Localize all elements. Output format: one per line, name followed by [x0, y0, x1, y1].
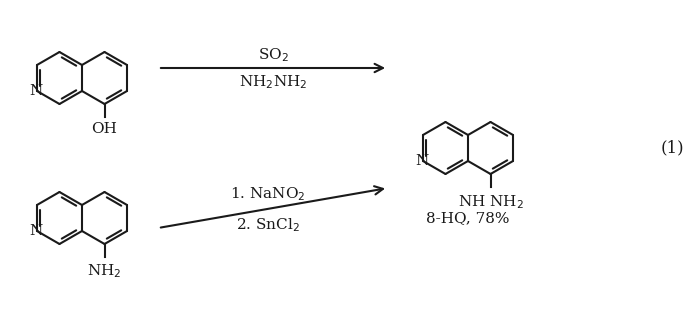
Text: N: N: [29, 84, 42, 98]
Text: 2. SnCl$_2$: 2. SnCl$_2$: [236, 216, 300, 234]
Text: OH: OH: [92, 122, 117, 136]
Text: N: N: [416, 154, 429, 168]
Text: 1. NaNO$_2$: 1. NaNO$_2$: [230, 185, 306, 203]
Text: N: N: [29, 224, 42, 238]
Text: 8-HQ, 78%: 8-HQ, 78%: [426, 211, 509, 225]
Text: NH NH$_2$: NH NH$_2$: [457, 193, 523, 211]
Text: NH$_2$NH$_2$: NH$_2$NH$_2$: [239, 73, 307, 91]
Text: NH$_2$: NH$_2$: [88, 262, 122, 280]
Text: (1): (1): [660, 140, 684, 157]
Text: SO$_2$: SO$_2$: [258, 46, 288, 64]
